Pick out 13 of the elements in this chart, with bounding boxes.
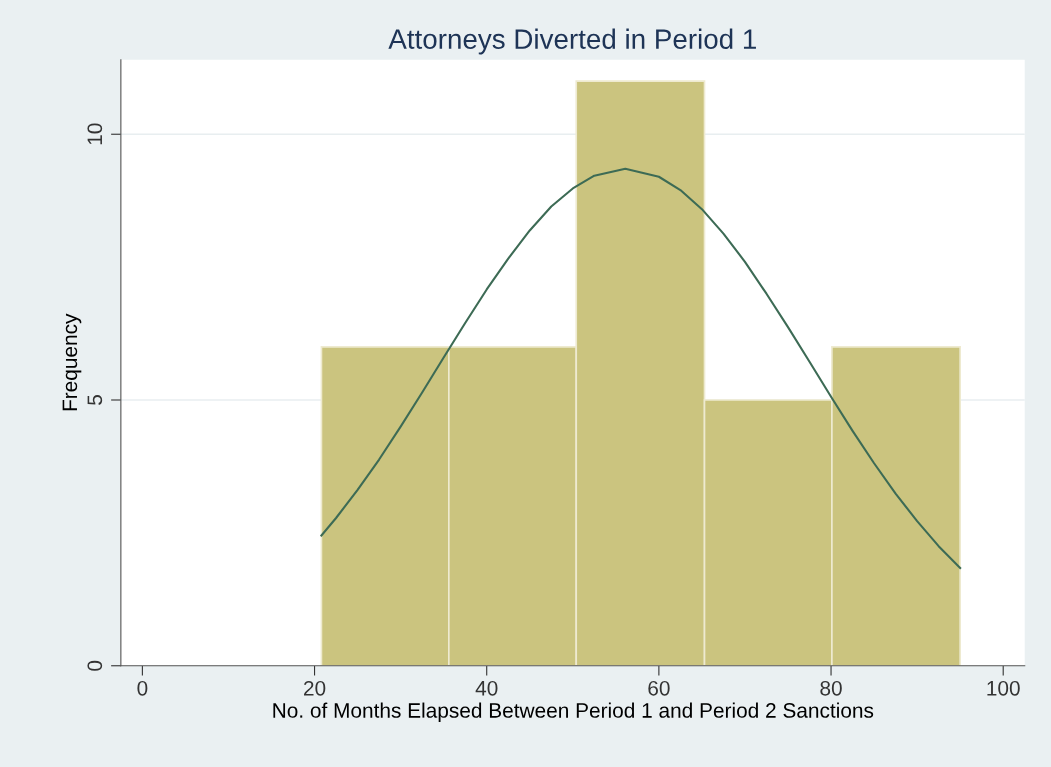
line-series bbox=[320, 167, 962, 569]
x-tick-label: 0 bbox=[137, 680, 148, 696]
x-tick-label: 20 bbox=[304, 680, 326, 696]
x-tick-label: 60 bbox=[648, 680, 670, 696]
y-tick-label: 0 bbox=[87, 660, 103, 671]
chart-title: Attorneys Diverted in Period 1 bbox=[388, 28, 756, 55]
x-tick-label: 40 bbox=[475, 680, 498, 696]
x-axis-title: No. of Months Elapsed Between Period 1 and Period 2 Sanctions bbox=[273, 702, 874, 722]
y-tick-label: 10 bbox=[87, 123, 103, 145]
y-axis-title: Frequency bbox=[62, 313, 82, 411]
x-tick-label: 100 bbox=[987, 680, 1020, 696]
y-tick-label: 5 bbox=[87, 395, 103, 405]
x-tick-label: 80 bbox=[820, 680, 842, 696]
